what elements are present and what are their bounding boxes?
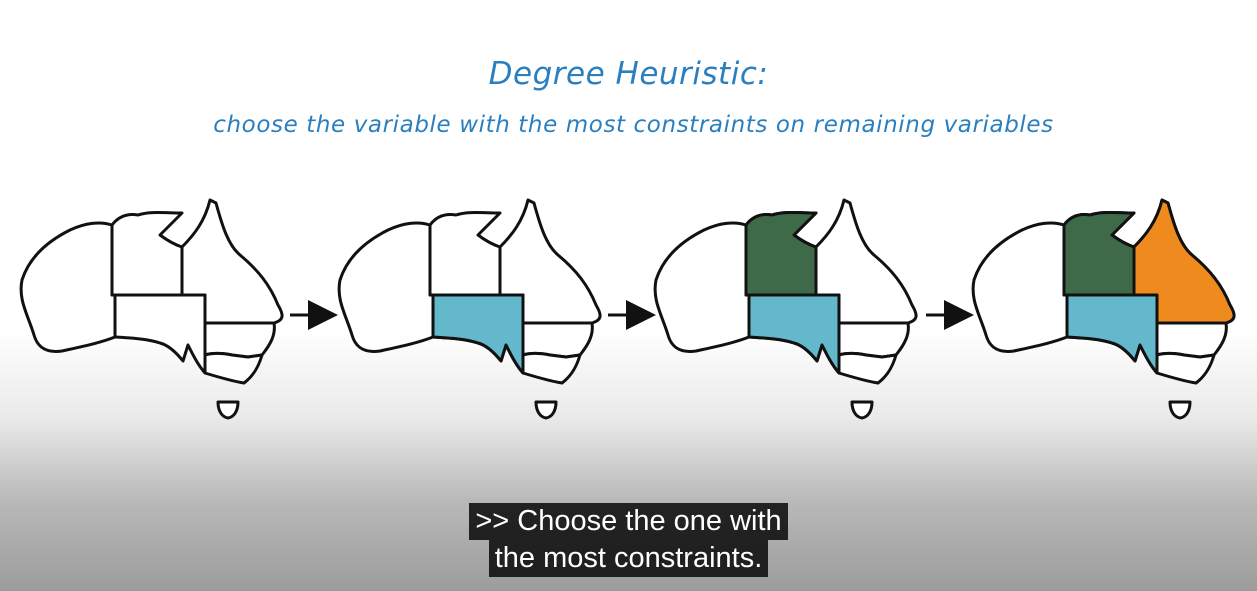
- slide-subtitle: choose the variable with the most constr…: [213, 112, 1054, 138]
- map-step-2: [337, 198, 602, 420]
- closed-caption: >> Choose the one with the most constrai…: [0, 503, 1257, 577]
- slide-title: Degree Heuristic:: [488, 56, 769, 92]
- map-step-3: [653, 198, 918, 420]
- map-step-4: [971, 198, 1236, 420]
- caption-line-1: >> Choose the one with: [469, 503, 788, 540]
- australia-maps-sequence: [19, 198, 1236, 420]
- caption-line-2: the most constraints.: [488, 540, 769, 577]
- map-step-1: [19, 198, 284, 420]
